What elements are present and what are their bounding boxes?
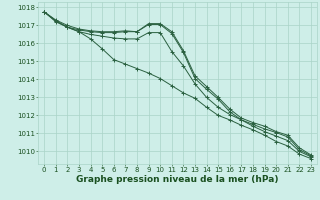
X-axis label: Graphe pression niveau de la mer (hPa): Graphe pression niveau de la mer (hPa) <box>76 175 279 184</box>
